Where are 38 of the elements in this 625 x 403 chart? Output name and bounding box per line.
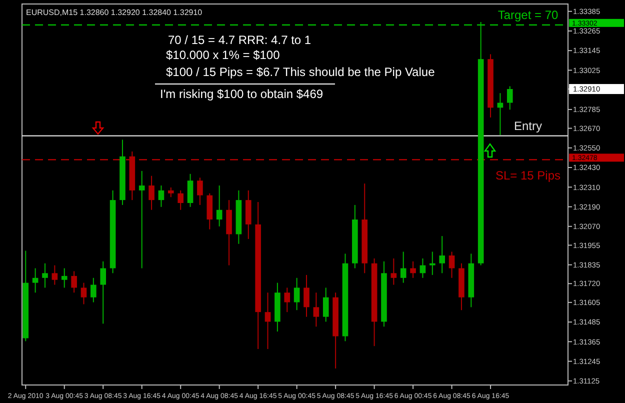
candlestick: [168, 186, 174, 198]
annotation: Target = 70: [498, 8, 559, 22]
text: EURUSD,M15 1.32860 1.32920 1.32840 1.32910: [26, 8, 203, 17]
annotation: $10.000 x 1% = $100: [166, 48, 280, 62]
candlestick: [420, 258, 426, 278]
candlestick: [52, 264, 58, 286]
candlestick: [42, 262, 48, 288]
annotation: $100 / 15 Pips = $6.7 This should be the Pip Value: [166, 65, 436, 79]
candlestick: [284, 287, 290, 313]
annotation: 70 / 15 = 4.7 RRR: 4.7 to 1: [168, 33, 312, 47]
candlestick: [61, 268, 68, 288]
candlestick: [178, 190, 184, 210]
candlestick: [304, 274, 310, 318]
candlestick: [216, 185, 222, 227]
candlestick: [148, 175, 154, 210]
candlestick: [264, 292, 271, 350]
candlestick: [158, 185, 164, 208]
candlestick: [313, 292, 320, 328]
candlestick: [506, 86, 513, 110]
candlestick: [400, 251, 406, 284]
candlestick: [410, 260, 416, 278]
candlestick: [430, 251, 436, 276]
candlestick: [197, 177, 203, 206]
annotation: SL= 15 Pips: [495, 168, 561, 183]
annotation: Entry: [514, 118, 542, 133]
candlestick: [32, 268, 38, 294]
candlestick: [439, 236, 445, 274]
candlestick: [80, 282, 87, 305]
candlestick: [322, 287, 329, 322]
candlestick: [448, 251, 455, 278]
candlestick: [100, 260, 106, 324]
candlestick: [138, 170, 145, 269]
candlestick: [187, 173, 194, 208]
candlestick: [71, 270, 77, 294]
candlestick: [294, 277, 300, 311]
candlestick: [390, 258, 397, 286]
candlestick: [90, 277, 96, 303]
annotation: I'm risking $100 to obtain $469: [160, 87, 324, 101]
